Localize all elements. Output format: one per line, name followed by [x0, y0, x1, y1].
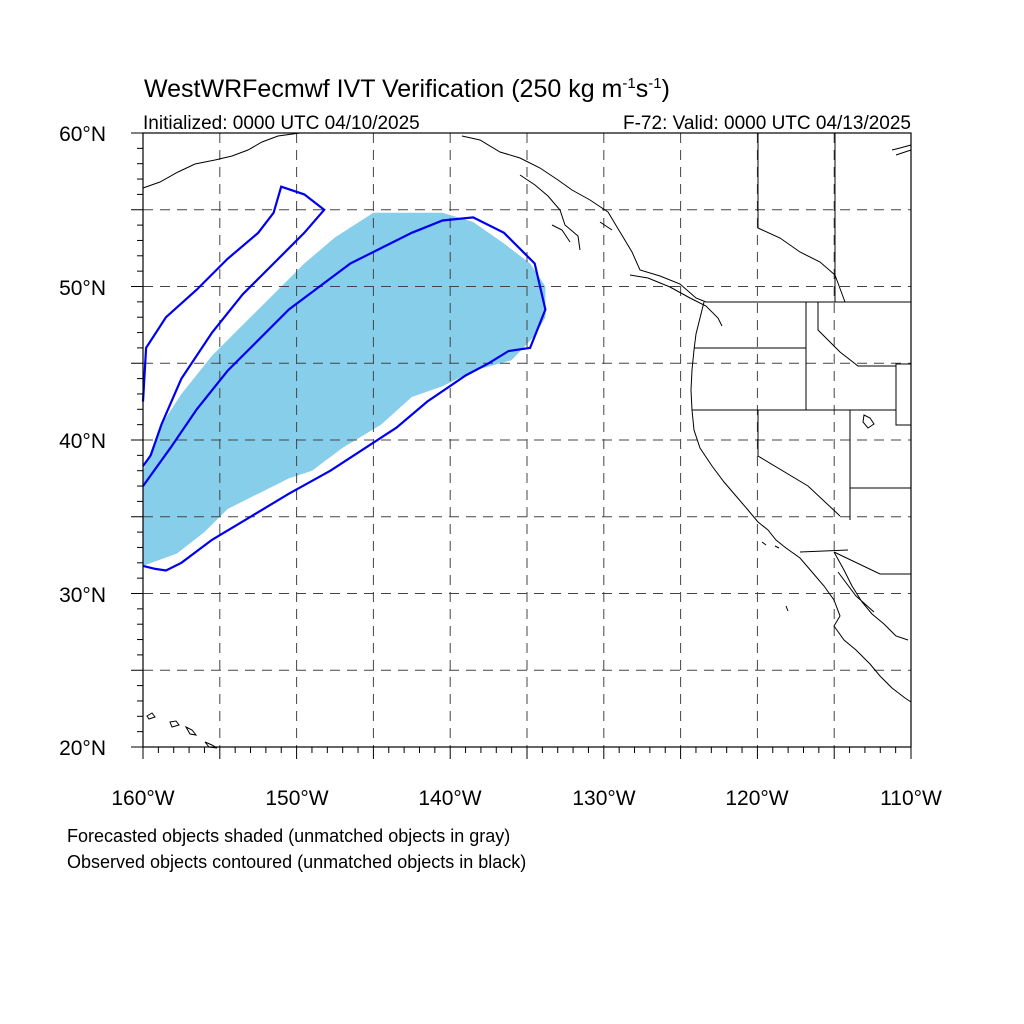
lon-label-130w: 130°W — [572, 787, 635, 810]
lon-label-140w: 140°W — [418, 787, 481, 810]
lat-label-50n: 50°N — [59, 277, 106, 300]
great-salt-lake — [862, 414, 875, 429]
gridlines — [143, 133, 911, 747]
lon-label-120w: 120°W — [725, 787, 788, 810]
observed-contour-inner — [142, 216, 547, 572]
lon-label-160w: 160°W — [111, 787, 174, 810]
channel-islands — [761, 541, 789, 612]
axis-ticks — [131, 132, 912, 759]
plot-area — [131, 132, 912, 759]
observed-objects-contoured — [141, 185, 547, 572]
coast-us-west — [690, 301, 912, 703]
valid-time-label: F-72: Valid: 0000 UTC 04/13/2025 — [623, 113, 911, 134]
lat-label-40n: 40°N — [59, 430, 106, 453]
vancouver-island — [629, 274, 723, 327]
gulf-of-california — [833, 551, 909, 641]
lon-label-150w: 150°W — [265, 787, 328, 810]
state-borders — [692, 302, 911, 575]
coast-bc-islands — [519, 174, 613, 251]
observed-contour-outer — [141, 185, 326, 467]
hudson-coast — [891, 144, 912, 156]
coast-alaska-bc — [142, 132, 707, 303]
hawaii-islands — [146, 712, 218, 749]
coastlines-and-borders — [142, 132, 912, 749]
canada-province-border — [757, 133, 846, 303]
lon-axis-labels: 160°W 150°W 140°W 130°W 120°W 110°W — [111, 787, 942, 810]
lat-label-30n: 30°N — [59, 584, 106, 607]
note-forecast-shading: Forecasted objects shaded (unmatched obj… — [67, 826, 511, 846]
map-title: WestWRFecmwf IVT Verification (250 kg m-… — [144, 75, 670, 103]
forecast-object-shaded — [143, 212, 546, 566]
init-time-label: Initialized: 0000 UTC 04/10/2025 — [143, 113, 420, 134]
note-observed-contours: Observed objects contoured (unmatched ob… — [67, 852, 527, 872]
lon-label-110w: 110°W — [880, 787, 942, 810]
lat-label-60n: 60°N — [59, 123, 106, 146]
lat-axis-labels: 60°N 50°N 40°N 30°N 20°N — [59, 123, 106, 760]
lat-label-20n: 20°N — [59, 737, 106, 760]
